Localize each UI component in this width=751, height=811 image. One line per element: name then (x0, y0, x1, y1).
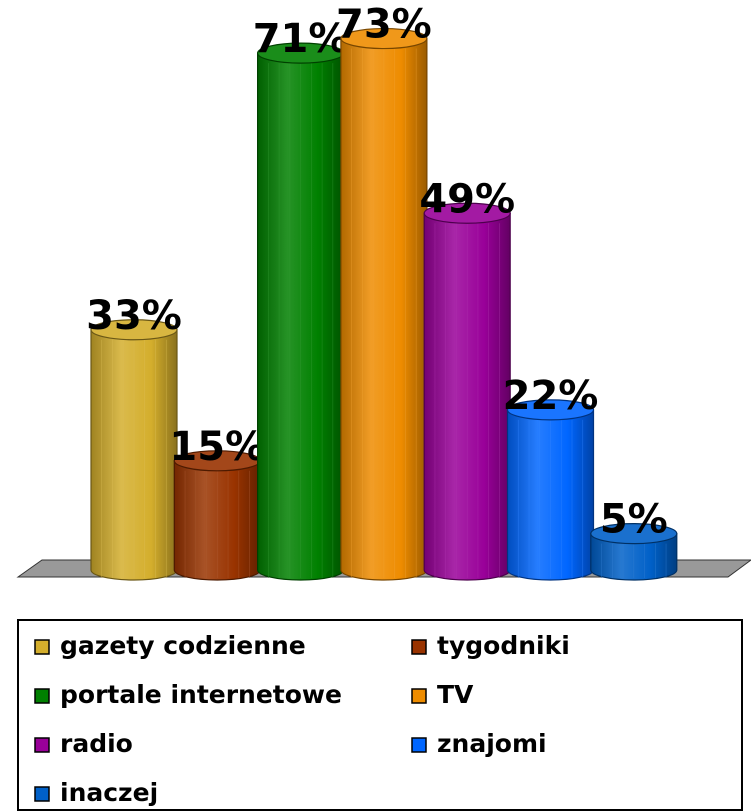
data-label: 73% (336, 2, 432, 48)
legend-label: radio (60, 729, 133, 758)
data-label: 49% (419, 176, 515, 222)
data-label: 15% (169, 424, 265, 470)
legend-label: znajomi (437, 729, 547, 758)
bar-top (506, 399, 595, 421)
legend-swatch (34, 786, 50, 802)
data-label: 22% (503, 373, 599, 419)
legend-label: tygodniki (437, 631, 570, 660)
legend-swatch (411, 688, 427, 704)
legend-swatch (34, 639, 50, 655)
bar-top (340, 27, 428, 50)
bar-top (590, 522, 678, 545)
data-label: 33% (86, 293, 182, 339)
data-label: 5% (600, 497, 668, 543)
legend-label: portale internetowe (60, 680, 342, 709)
data-label: 71% (253, 16, 349, 62)
legend-swatch (411, 737, 427, 753)
legend-swatch (34, 688, 50, 704)
legend-label: gazety codzienne (60, 631, 306, 660)
legend-swatch (34, 737, 50, 753)
legend-label: inaczej (60, 778, 158, 807)
legend-label: TV (437, 680, 474, 709)
bar-top (423, 202, 511, 224)
legend-box (17, 619, 743, 811)
bar-top (90, 319, 178, 341)
legend-swatch (411, 639, 427, 655)
